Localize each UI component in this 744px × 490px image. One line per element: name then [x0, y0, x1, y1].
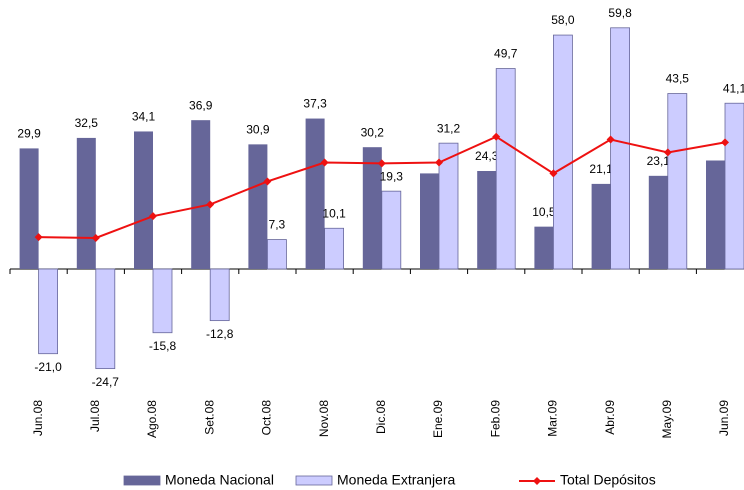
bar: [152, 268, 173, 334]
data-label: 59,8: [608, 6, 632, 20]
data-label: -21,0: [34, 360, 62, 374]
data-label: -12,8: [206, 327, 234, 341]
bar: [648, 175, 668, 269]
line-marker: [663, 148, 672, 157]
bar: [591, 183, 611, 269]
data-label: -15,8: [149, 339, 177, 353]
line-marker: [377, 159, 386, 168]
bar: [134, 131, 153, 269]
data-label: 29,9: [17, 127, 41, 141]
x-tick-label: May.09: [660, 400, 674, 439]
bar: [209, 268, 230, 322]
x-tick-label: Abr.09: [603, 400, 617, 435]
bar: [706, 160, 725, 269]
line-marker: [91, 233, 100, 242]
line-marker: [206, 200, 215, 209]
data-label: 37,3: [303, 97, 327, 111]
bar: [266, 239, 287, 270]
bar: [534, 226, 554, 269]
x-tick-label: Ene.09: [431, 400, 445, 438]
bar: [19, 148, 39, 269]
data-label: 19,3: [380, 169, 404, 183]
data-label: -24,7: [92, 375, 120, 389]
data-label: 34,1: [132, 110, 156, 124]
line-marker: [492, 132, 501, 141]
legend-swatch: [295, 475, 333, 486]
bar: [305, 118, 325, 269]
bar: [95, 268, 116, 370]
bar: [38, 268, 58, 355]
bar: [438, 142, 459, 270]
x-tick-label: Set.08: [202, 400, 216, 435]
bar: [76, 137, 96, 269]
data-label: 32,5: [75, 116, 99, 130]
bar: [610, 27, 630, 270]
bar: [724, 102, 744, 270]
line-marker: [721, 138, 729, 147]
x-tick-label: Ago.08: [145, 400, 159, 438]
bar: [420, 173, 439, 269]
data-label: 10,5: [532, 205, 556, 219]
line-marker: [263, 177, 272, 186]
data-label: 43,5: [666, 72, 690, 86]
x-tick-label: Jul.08: [88, 400, 102, 432]
legend-swatch: [533, 477, 541, 485]
legend-label: Moneda Extranjera: [337, 472, 456, 488]
data-label: 30,2: [361, 125, 385, 139]
bar: [248, 144, 268, 269]
data-label: 10,1: [322, 206, 346, 220]
bar: [667, 93, 688, 270]
line-marker: [435, 158, 443, 167]
bar: [381, 190, 402, 270]
data-label: 23,1: [647, 154, 671, 168]
data-label: 49,7: [494, 47, 518, 61]
data-label: 24,3: [475, 149, 499, 163]
line-marker: [320, 158, 329, 167]
bar: [553, 34, 573, 270]
data-label: 21,1: [589, 162, 613, 176]
line-marker: [34, 233, 43, 242]
line-marker: [149, 212, 157, 221]
data-label: 41,1: [723, 81, 744, 95]
x-tick-label: Dic.08: [374, 400, 388, 434]
legend-swatch: [123, 475, 161, 486]
bar: [477, 170, 497, 269]
x-tick-label: Oct.08: [260, 400, 274, 436]
bar: [191, 120, 211, 269]
x-tick-label: Jun.09: [717, 400, 731, 436]
bar: [495, 68, 516, 270]
x-tick-label: Mar.09: [546, 400, 560, 437]
line-marker: [549, 169, 558, 178]
x-tick-label: Nov.08: [317, 400, 331, 437]
bar: [362, 147, 382, 269]
bar: [324, 227, 345, 270]
line-marker: [606, 135, 615, 144]
x-tick-label: Feb.09: [488, 400, 502, 438]
data-label: 36,9: [189, 98, 213, 112]
x-tick-label: Jun.08: [31, 400, 45, 436]
data-label: 30,9: [246, 123, 270, 137]
data-label: 31,2: [437, 121, 461, 135]
data-label: 58,0: [551, 13, 575, 27]
legend-label: Moneda Nacional: [165, 472, 274, 488]
data-label: 7,3: [269, 218, 286, 232]
legend-label: Total Depósitos: [560, 472, 656, 488]
